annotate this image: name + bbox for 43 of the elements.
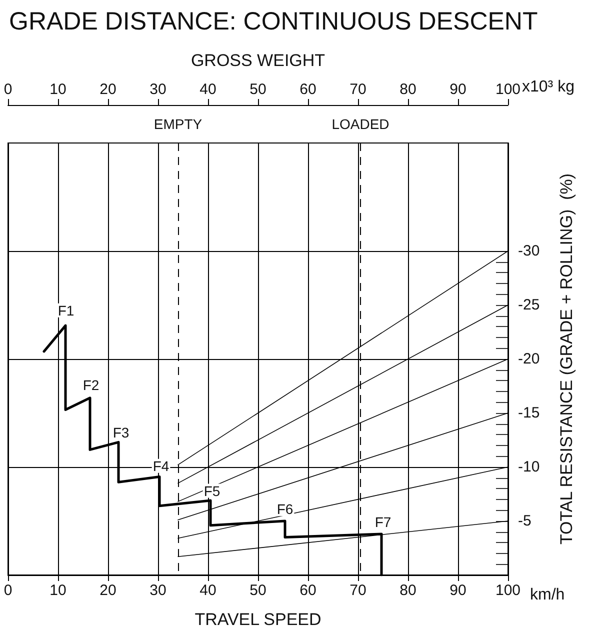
x2-tick-label: 30 bbox=[150, 81, 166, 98]
ref-line-label: LOADED bbox=[332, 116, 390, 132]
annotation: F1 bbox=[58, 302, 74, 318]
chart-title: GRADE DISTANCE: CONTINUOUS DESCENT bbox=[9, 8, 538, 36]
x2-axis-title: GROSS WEIGHT bbox=[190, 51, 326, 70]
y-tick-label: -30 bbox=[518, 242, 540, 260]
x-tick-label: 0 bbox=[4, 582, 12, 599]
x-tick-label: 10 bbox=[50, 582, 66, 599]
x-tick-label: 20 bbox=[100, 582, 116, 599]
y-axis-title: TOTAL RESISTANCE (GRADE + ROLLING) (%) bbox=[557, 173, 576, 545]
x-tick-label: 40 bbox=[200, 582, 216, 599]
x2-tick-label: 50 bbox=[250, 81, 266, 98]
x2-tick-label: 0 bbox=[4, 81, 12, 98]
annotation: F5 bbox=[204, 482, 220, 499]
x2-tick-label: 40 bbox=[200, 81, 216, 98]
y-tick-label: -10 bbox=[518, 458, 540, 476]
annotation: F7 bbox=[374, 514, 392, 530]
x2-tick-label: 90 bbox=[450, 81, 466, 98]
x2-tick-label: 20 bbox=[100, 81, 116, 98]
x2-tick-label: 80 bbox=[400, 81, 416, 98]
x-axis-title: TRAVEL SPEED bbox=[194, 610, 322, 629]
y-tick-label: -25 bbox=[518, 296, 540, 314]
x2-tick-label: 70 bbox=[350, 81, 366, 98]
annotation: F6 bbox=[276, 501, 294, 518]
y-tick-label: -15 bbox=[518, 404, 540, 422]
annotation: F4 bbox=[152, 458, 170, 474]
annotation: F2 bbox=[82, 376, 100, 393]
x2-tick-label: 100 bbox=[495, 81, 521, 98]
x-tick-label: 80 bbox=[400, 582, 416, 599]
x-tick-label: 90 bbox=[450, 582, 466, 599]
annotation: F3 bbox=[112, 424, 130, 440]
y-tick-label: -20 bbox=[518, 350, 540, 368]
x-tick-label: 70 bbox=[350, 582, 366, 599]
y-tick-label: -5 bbox=[518, 512, 532, 530]
text: x10³ kg bbox=[522, 78, 574, 96]
x-tick-label: 60 bbox=[300, 582, 316, 599]
x-tick-label: 100 bbox=[495, 582, 521, 599]
text: km/h bbox=[530, 586, 565, 604]
ref-line-label: EMPTY bbox=[154, 116, 203, 132]
x2-tick-label: 60 bbox=[300, 81, 316, 98]
x2-tick-label: 10 bbox=[50, 81, 66, 98]
x-tick-label: 50 bbox=[250, 582, 266, 599]
x-tick-label: 30 bbox=[150, 582, 166, 599]
